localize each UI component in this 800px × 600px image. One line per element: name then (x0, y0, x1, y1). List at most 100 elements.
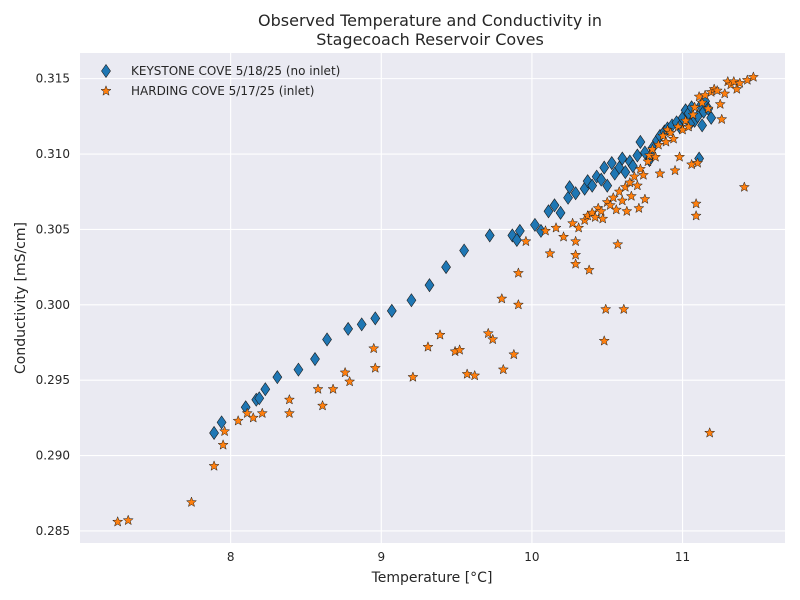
data-point-harding (241, 407, 253, 419)
data-point-harding (497, 363, 509, 375)
data-point-keystone (386, 303, 397, 318)
data-point-harding (208, 460, 220, 471)
data-point-harding (487, 333, 499, 345)
data-point-harding (643, 149, 656, 161)
data-point-harding (112, 515, 124, 527)
data-point-harding (672, 120, 684, 132)
data-point-harding (673, 151, 686, 162)
y-tick-label: 0.305 (36, 222, 70, 236)
y-tick-label: 0.285 (36, 524, 70, 538)
data-point-keystone (343, 321, 354, 336)
data-point-keystone (216, 415, 227, 430)
data-point-harding (217, 439, 229, 450)
data-point-harding (339, 366, 351, 378)
data-point-harding (569, 235, 582, 247)
data-point-keystone (424, 278, 435, 293)
y-tick-label: 0.310 (36, 147, 70, 161)
legend-diamond-icon (101, 63, 111, 79)
y-tick-label: 0.295 (36, 373, 70, 387)
x-tick-label: 10 (524, 550, 539, 564)
data-point-keystone (617, 151, 628, 166)
data-point-harding (569, 258, 582, 269)
data-point-harding (407, 371, 419, 382)
data-point-harding (654, 167, 666, 179)
data-point-keystone (441, 260, 451, 275)
data-point-harding (573, 221, 585, 233)
data-point-harding (634, 163, 647, 174)
x-tick-labels: 8 9 10 11 (227, 550, 690, 564)
data-point-harding (469, 369, 481, 381)
data-point-harding (550, 221, 562, 233)
data-point-keystone (596, 172, 607, 187)
data-point-keystone (293, 362, 304, 377)
data-point-keystone (555, 205, 566, 220)
data-point-harding (612, 238, 624, 250)
data-point-harding (122, 514, 134, 526)
data-point-harding (539, 225, 552, 236)
data-point-keystone (599, 160, 610, 175)
data-point-harding (569, 249, 582, 260)
data-point-keystone (570, 186, 581, 201)
data-points (112, 71, 759, 527)
data-point-keystone (322, 332, 332, 347)
data-point-harding (566, 217, 579, 229)
data-point-harding (692, 157, 704, 168)
data-point-harding (688, 101, 701, 113)
data-point-keystone (209, 425, 219, 440)
data-point-keystone (356, 317, 367, 332)
data-point-harding (734, 77, 746, 88)
legend-label-keystone: KEYSTONE COVE 5/18/25 (no inlet) (131, 64, 340, 78)
data-point-harding (624, 176, 636, 188)
data-point-keystone (564, 180, 575, 195)
data-point-harding (738, 181, 750, 192)
data-point-keystone (484, 228, 495, 243)
data-point-harding (696, 96, 708, 108)
data-point-harding (628, 170, 640, 182)
data-point-harding (649, 151, 662, 162)
data-point-harding (690, 197, 702, 209)
legend: KEYSTONE COVE 5/18/25 (no inlet) HARDING… (100, 63, 340, 98)
data-point-keystone (370, 311, 381, 326)
data-point-harding (621, 205, 633, 217)
data-point-harding (583, 264, 595, 275)
data-point-keystone (632, 148, 643, 163)
data-point-harding (344, 375, 356, 387)
data-point-harding (508, 348, 520, 360)
legend-star-icon (100, 85, 112, 96)
data-point-keystone (549, 198, 560, 213)
data-point-harding (512, 298, 524, 310)
y-tick-label: 0.290 (36, 449, 70, 463)
chart-title-line-2: Stagecoach Reservoir Coves (316, 30, 544, 49)
data-point-harding (625, 190, 637, 202)
data-point-harding (283, 393, 296, 405)
y-tick-label: 0.300 (36, 298, 70, 312)
data-point-keystone (406, 293, 417, 308)
data-point-harding (657, 130, 669, 141)
legend-label-harding: HARDING COVE 5/17/25 (inlet) (131, 84, 314, 98)
data-point-keystone (260, 382, 271, 397)
data-point-keystone (459, 243, 469, 258)
data-point-keystone (635, 134, 646, 149)
data-point-harding (316, 399, 329, 411)
data-point-harding (682, 120, 695, 132)
data-point-keystone (627, 159, 638, 174)
data-point-harding (714, 98, 726, 110)
data-point-harding (687, 108, 699, 120)
data-point-harding (369, 362, 381, 373)
data-point-harding (669, 164, 681, 176)
data-point-harding (610, 203, 622, 215)
y-tick-labels: 0.285 0.290 0.295 0.300 0.305 0.310 0.315 (36, 72, 70, 538)
data-point-harding (633, 202, 645, 214)
grid (80, 53, 785, 543)
data-point-keystone (620, 165, 631, 180)
data-point-keystone (515, 223, 525, 238)
data-point-keystone (310, 352, 320, 367)
data-point-harding (719, 87, 731, 99)
data-point-harding (652, 139, 665, 150)
data-point-harding (600, 303, 612, 315)
data-point-harding (595, 205, 607, 217)
data-point-harding (247, 411, 259, 423)
x-axis-label: Temperature [°C] (371, 570, 493, 586)
data-point-harding (461, 368, 473, 379)
